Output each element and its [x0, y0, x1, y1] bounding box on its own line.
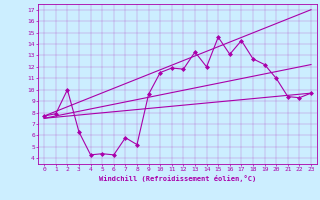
X-axis label: Windchill (Refroidissement éolien,°C): Windchill (Refroidissement éolien,°C)	[99, 175, 256, 182]
